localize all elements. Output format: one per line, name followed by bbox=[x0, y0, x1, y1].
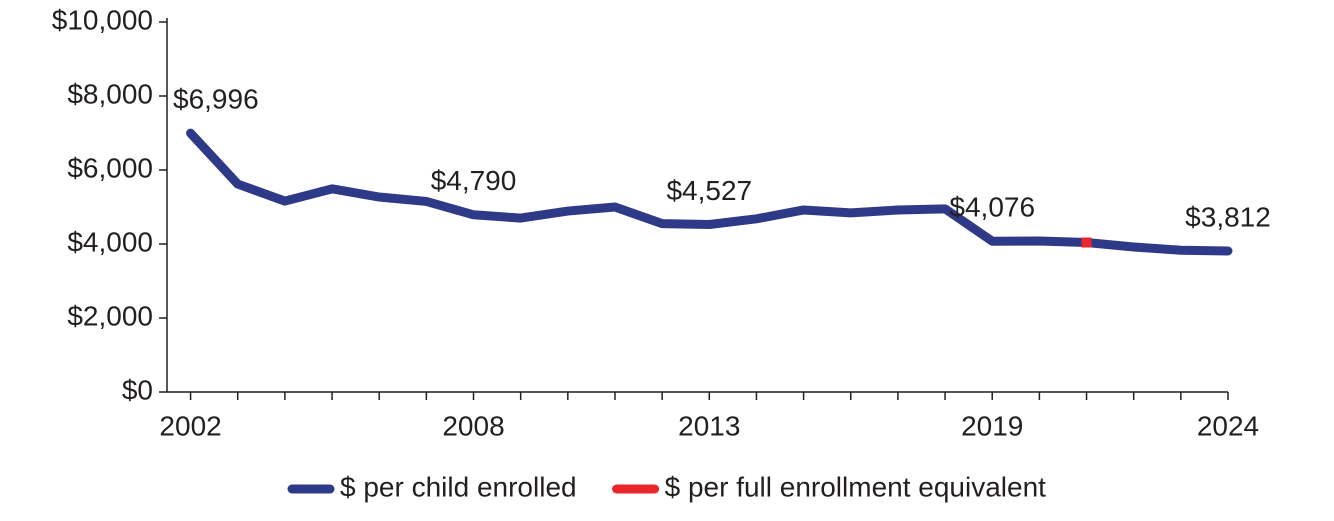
y-tick-label: $8,000 bbox=[67, 78, 153, 109]
x-tick-label: 2024 bbox=[1197, 410, 1259, 441]
legend-label: $ per child enrolled bbox=[340, 471, 577, 502]
y-tick-label: $6,000 bbox=[67, 152, 153, 183]
x-tick-label: 2002 bbox=[159, 410, 221, 441]
data-label: $4,076 bbox=[949, 192, 1035, 223]
x-tick-label: 2019 bbox=[961, 410, 1023, 441]
y-tick-label: $2,000 bbox=[67, 300, 153, 331]
data-label: $3,812 bbox=[1185, 201, 1271, 232]
x-tick-label: 2013 bbox=[678, 410, 740, 441]
series-marker bbox=[1081, 237, 1092, 248]
x-tick-label: 2008 bbox=[442, 410, 504, 441]
y-tick-label: $10,000 bbox=[52, 4, 153, 35]
data-label: $6,996 bbox=[173, 84, 259, 115]
y-tick-label: $0 bbox=[122, 374, 153, 405]
data-label: $4,527 bbox=[666, 175, 752, 206]
series-line bbox=[186, 128, 1233, 256]
data-label: $4,790 bbox=[431, 165, 517, 196]
y-tick-label: $4,000 bbox=[67, 226, 153, 257]
legend-label: $ per full enrollment equivalent bbox=[665, 471, 1047, 502]
